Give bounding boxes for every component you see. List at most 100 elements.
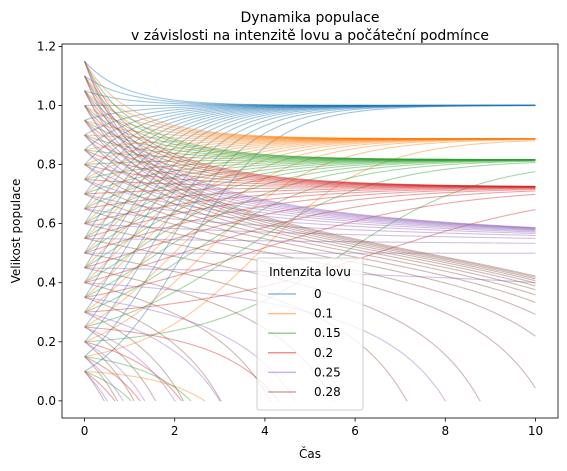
series-0.2 [84,60,536,402]
series-line [84,104,536,328]
series-line [84,60,536,277]
series-line [84,90,536,161]
series-line [84,164,536,296]
series-line [84,138,536,284]
series-line [84,119,536,140]
series-line [84,159,536,284]
legend-entry: 0.2 [268,346,333,360]
series-line [84,159,536,166]
series-line [84,104,536,140]
chart-title: Dynamika populace v závislosti na intenz… [131,10,489,44]
series-line [84,105,536,282]
series-line [84,187,536,239]
series-line [84,75,536,140]
series-line [84,186,536,195]
series-line [84,60,536,229]
series-line [84,104,536,298]
series-line [84,119,536,188]
series-line [84,178,536,188]
series-line [84,75,536,187]
series-line [84,311,221,402]
series-line [84,134,536,188]
series-line [84,160,536,313]
y-tick-label: 1.2 [37,39,56,53]
series-line [84,105,536,161]
series-line [84,138,536,343]
series-line [84,159,536,239]
series-line [84,159,536,254]
series-line [84,296,222,402]
series-line [84,104,536,165]
series-line [84,370,132,402]
series-line [84,193,536,299]
series-line [84,134,536,287]
series-line [84,370,206,402]
series-line [84,104,536,269]
series-line [84,75,536,161]
series-line [84,149,536,161]
series-line [84,356,192,402]
series-line [84,104,536,180]
series-line [84,138,536,180]
series-line [84,159,536,269]
x-tick-label: 6 [351,424,359,438]
y-tick-label: 0.0 [37,394,56,408]
series-line [84,149,536,188]
series-line [84,119,536,230]
series-line [84,104,536,357]
series-line [84,104,536,283]
x-tick-label: 0 [81,424,89,438]
x-tick-label: 8 [441,424,449,438]
series-line [84,134,536,231]
series-line [84,138,536,298]
series-0 [84,60,536,372]
series-line [84,119,536,161]
series-line [84,104,536,210]
series-line [84,138,536,151]
series-line [84,208,536,236]
legend-label: 0.25 [314,365,341,379]
chart-title-line-1: Dynamika populace [241,10,380,26]
x-tick-label: 4 [261,424,269,438]
series-line [84,104,536,224]
y-tick-label: 0.2 [37,335,56,349]
series-line [84,138,536,313]
series-line [84,104,536,121]
series-line [84,282,272,402]
series-line [84,370,108,402]
y-tick-label: 1.0 [37,98,56,112]
series-line [84,60,536,161]
series-line [84,164,536,232]
series-line [84,341,146,402]
series-line [84,178,536,233]
series-line [84,356,119,402]
series-line [84,193,536,315]
series-line [84,187,536,225]
series-line [84,188,536,269]
series-line [84,159,536,180]
series-line [84,60,536,187]
series-line [84,138,536,328]
series-line [84,105,536,188]
series-line [84,326,157,402]
series-line [84,90,536,140]
plot-frame [61,43,559,419]
legend-label: 0.15 [314,326,341,340]
series-0.1 [84,60,536,402]
x-tick-label: 2 [171,424,179,438]
legend-entry: 0.1 [268,307,333,321]
legend-label: 0.28 [314,385,341,399]
y-tick-label: 0.4 [37,276,56,290]
series-line [84,356,124,402]
series-line [84,186,536,210]
series-line [84,134,536,161]
legend-entry: 0 [268,287,322,301]
series-line [84,326,176,402]
series-line [84,138,536,269]
series-line [84,311,185,402]
chart-title-line-2: v závislosti na intenzitě lovu a počáteč… [131,28,489,44]
series-line [84,159,536,210]
series-line [84,162,536,328]
series-line [84,149,536,291]
series-line [84,75,536,278]
